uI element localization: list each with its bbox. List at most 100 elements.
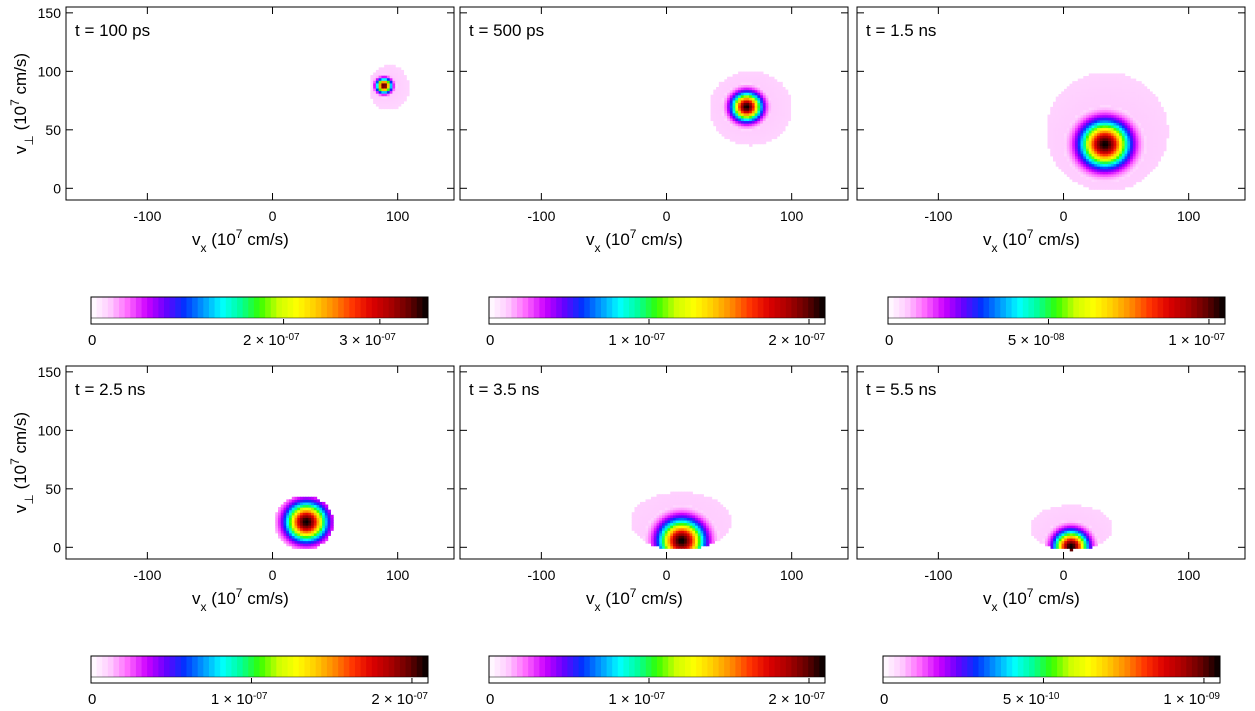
heatmap-cell [678, 525, 682, 529]
heatmap-cell [1083, 119, 1087, 123]
heatmap-cell [1047, 509, 1052, 513]
heatmap-cell [718, 123, 723, 127]
heatmap-cell [397, 75, 402, 79]
heatmap-cell [776, 130, 781, 134]
heatmap-cell [724, 130, 728, 134]
heatmap-cell [1083, 173, 1087, 177]
colorbar-swatch [983, 297, 990, 318]
colorbar-swatch [107, 656, 114, 677]
heatmap-cell [1053, 140, 1057, 144]
heatmap-cell [760, 79, 764, 83]
panel-title: t = 3.5 ns [469, 380, 539, 399]
heatmap-cell [378, 75, 383, 79]
heatmap-cell [724, 135, 728, 140]
heatmap-cell [1121, 106, 1126, 111]
heatmap-cell [1138, 130, 1142, 134]
heatmap-cell [319, 540, 323, 544]
heatmap-cell [686, 545, 691, 549]
heatmap-cell [675, 535, 680, 539]
heatmap-cell [1075, 532, 1079, 536]
heatmap-cell [1132, 109, 1137, 113]
heatmap-cell [1080, 519, 1085, 524]
heatmap-cell [650, 535, 655, 539]
heatmap-cell [1143, 132, 1148, 136]
heatmap-cell [313, 514, 318, 518]
heatmap-cell [1132, 163, 1137, 167]
heatmap-cell [1113, 155, 1117, 159]
heatmap-cell [384, 95, 388, 99]
heatmap-cell [1061, 155, 1065, 159]
heatmap-cell [645, 504, 649, 508]
heatmap-cell [1116, 178, 1120, 183]
heatmap-cell [1089, 527, 1093, 531]
heatmap-cell [392, 80, 396, 84]
heatmap-cell [1094, 176, 1098, 180]
heatmap-cell [1058, 166, 1062, 170]
heatmap-cell [1143, 112, 1148, 116]
heatmap-cell [1130, 114, 1134, 118]
heatmap-cell [1058, 519, 1063, 524]
heatmap-cell [784, 89, 789, 93]
heatmap-cell [773, 105, 778, 109]
heatmap-cell [634, 522, 638, 526]
heatmap-cell [1055, 106, 1060, 111]
heatmap-cell [1067, 522, 1071, 526]
heatmap-cell [1080, 168, 1084, 172]
heatmap-cell [686, 532, 691, 536]
colorbar-swatch [573, 297, 580, 318]
heatmap-cell [1077, 142, 1082, 147]
heatmap-cell [1113, 99, 1117, 103]
heatmap-cell [673, 540, 677, 544]
heatmap-cell [1108, 94, 1112, 98]
heatmap-cell [1061, 507, 1065, 511]
heatmap-cell [1077, 78, 1082, 82]
heatmap-cell [681, 522, 685, 526]
heatmap-cell [713, 92, 717, 96]
heatmap-cell [1044, 530, 1049, 534]
heatmap-cell [1072, 168, 1076, 172]
colorbar-swatch [701, 656, 708, 677]
heatmap-cell [1119, 91, 1123, 95]
heatmap-cell [1110, 127, 1115, 131]
heatmap-cell [743, 133, 747, 137]
heatmap-cell [1075, 509, 1079, 513]
heatmap-cell [1102, 160, 1106, 165]
heatmap-cell [1088, 166, 1093, 170]
heatmap-cell [1061, 532, 1065, 536]
heatmap-cell [1157, 145, 1161, 149]
colorbar-swatch [679, 656, 686, 677]
heatmap-cell [768, 79, 772, 83]
heatmap-cell [1097, 101, 1101, 105]
heatmap-cell [678, 517, 682, 521]
heatmap-cell [762, 79, 767, 83]
heatmap-cell [1061, 127, 1065, 131]
colorbar-swatch [186, 656, 193, 677]
heatmap-cell [1047, 522, 1052, 526]
heatmap-cell [1102, 530, 1107, 534]
colorbar-swatch [276, 297, 283, 318]
heatmap-cell [1152, 153, 1156, 157]
heatmap-cell [297, 537, 301, 542]
heatmap-cell [708, 540, 713, 544]
heatmap-cell [667, 501, 671, 506]
heatmap-cell [1083, 83, 1087, 87]
heatmap-cell [1072, 106, 1076, 111]
heatmap-cell [717, 504, 721, 508]
heatmap-cell [743, 99, 747, 104]
heatmap-cell [319, 517, 323, 521]
heatmap-cell [1066, 160, 1071, 165]
heatmap-cell [1086, 163, 1090, 167]
heatmap-cell [689, 512, 693, 516]
heatmap-cell [1075, 119, 1079, 123]
heatmap-cell [302, 522, 307, 526]
heatmap-cell [280, 514, 285, 518]
heatmap-cell [1072, 81, 1076, 85]
colorbar-swatch [785, 297, 792, 318]
heatmap-cell [1091, 78, 1095, 82]
heatmap-cell [1058, 532, 1063, 536]
colorbar-swatch [819, 297, 826, 318]
heatmap-cell [664, 532, 669, 536]
heatmap-cell [319, 530, 323, 534]
heatmap-cell [787, 97, 792, 101]
heatmap-cell [645, 535, 649, 539]
